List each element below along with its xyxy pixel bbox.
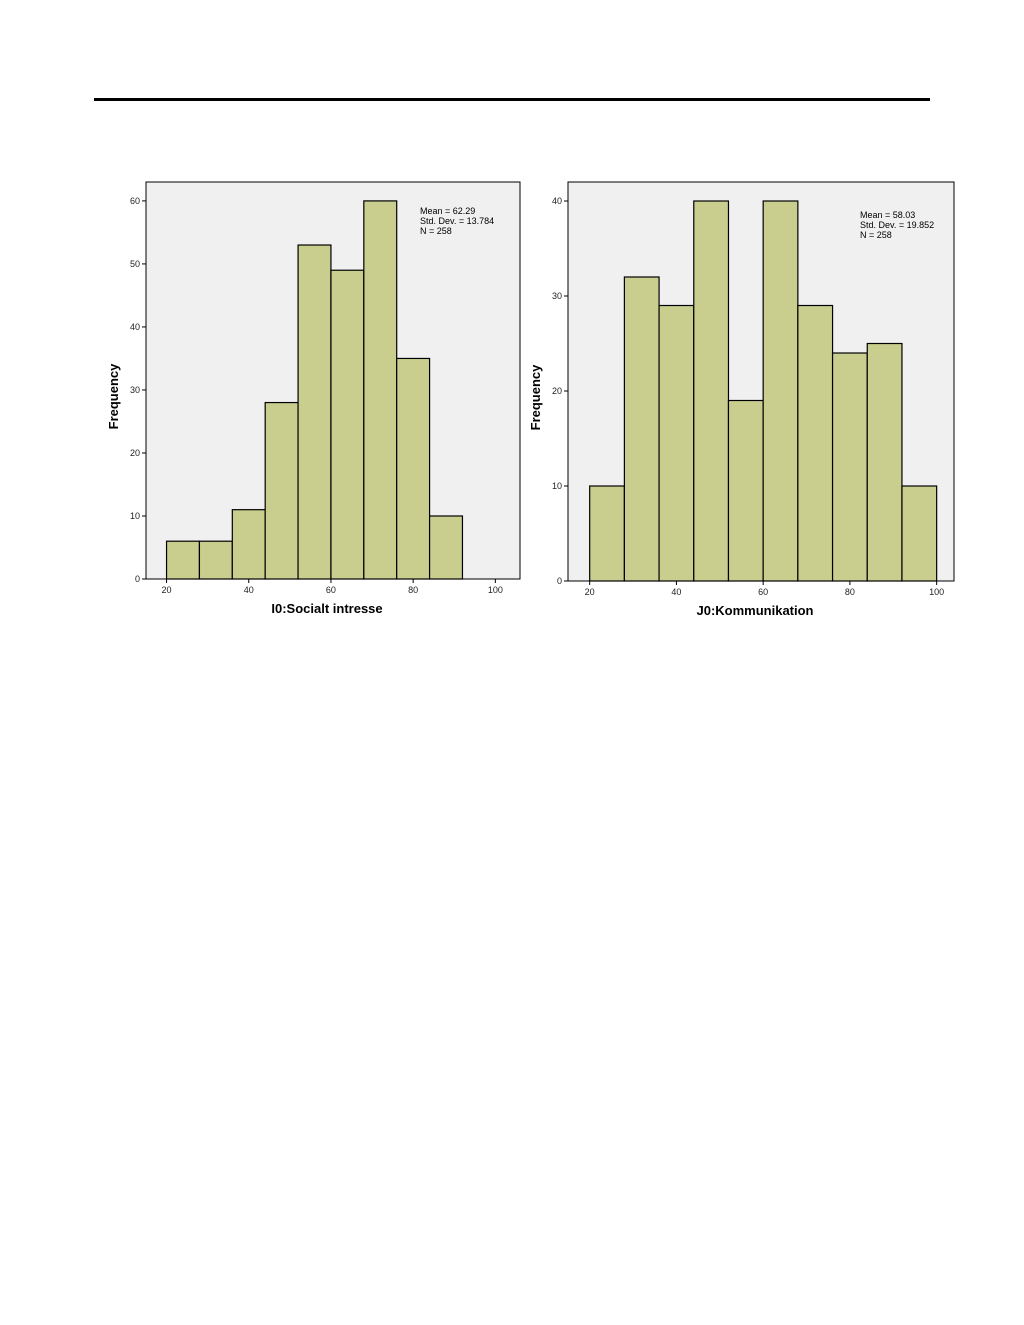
header-rule bbox=[94, 98, 930, 101]
y-tick-label: 20 bbox=[130, 448, 140, 458]
x-tick-label: 100 bbox=[929, 587, 944, 597]
histogram-bar bbox=[264, 401, 299, 580]
stats-line: N = 258 bbox=[860, 230, 892, 240]
histogram-bar bbox=[901, 485, 938, 582]
histogram-bar bbox=[623, 276, 660, 582]
histogram-bar bbox=[330, 269, 365, 580]
histogram-bar bbox=[428, 515, 464, 580]
histogram-socialt-intresse: 0 10 20 30 40 50 60 20 40 60 80 100 I0:Socialt intre… bbox=[106, 181, 521, 616]
x-tick-label: 20 bbox=[585, 587, 595, 597]
y-axis-label: Frequency bbox=[530, 364, 543, 431]
x-tick-label: 20 bbox=[162, 585, 172, 595]
histogram-bar bbox=[693, 200, 730, 582]
y-tick-label: 40 bbox=[552, 196, 562, 206]
x-axis-label: I0:Socialt intresse bbox=[271, 601, 382, 616]
x-tick-label: 80 bbox=[845, 587, 855, 597]
y-tick-label: 10 bbox=[130, 511, 140, 521]
x-tick-label: 80 bbox=[408, 585, 418, 595]
stats-line: Std. Dev. = 19.852 bbox=[860, 220, 934, 230]
histogram-bar bbox=[589, 485, 625, 582]
histogram-bar bbox=[831, 352, 868, 582]
x-tick-label: 40 bbox=[244, 585, 254, 595]
y-tick-label: 50 bbox=[130, 259, 140, 269]
y-tick-label: 40 bbox=[130, 322, 140, 332]
histogram-bar bbox=[363, 200, 398, 580]
y-tick-label: 20 bbox=[552, 386, 562, 396]
histogram-bar bbox=[198, 540, 233, 580]
histogram-bar bbox=[297, 244, 332, 580]
y-tick-label: 10 bbox=[552, 481, 562, 491]
stats-line: Mean = 62.29 bbox=[420, 206, 475, 216]
x-axis-label: J0:Kommunikation bbox=[696, 603, 813, 618]
stats-line: N = 258 bbox=[420, 226, 452, 236]
histogram-bar bbox=[231, 509, 266, 580]
histogram-kommunikation: 0 10 20 30 40 20 40 60 80 100 J0:Kommunikation Freq… bbox=[530, 181, 955, 618]
histogram-bar bbox=[165, 540, 201, 580]
y-axis-label: Frequency bbox=[106, 363, 121, 430]
histogram-bar bbox=[396, 357, 431, 580]
x-tick-label: 60 bbox=[758, 587, 768, 597]
x-tick-label: 60 bbox=[326, 585, 336, 595]
histogram-bar bbox=[797, 304, 834, 582]
histogram-bar bbox=[762, 200, 799, 582]
x-tick-label: 40 bbox=[671, 587, 681, 597]
y-tick-label: 0 bbox=[135, 574, 140, 584]
y-tick-label: 30 bbox=[130, 385, 140, 395]
histogram-bar bbox=[866, 342, 903, 582]
histogram-bar bbox=[658, 304, 695, 582]
y-tick-label: 0 bbox=[557, 576, 562, 586]
y-tick-label: 60 bbox=[130, 196, 140, 206]
y-tick-label: 30 bbox=[552, 291, 562, 301]
stats-line: Mean = 58.03 bbox=[860, 210, 915, 220]
stats-line: Std. Dev. = 13.784 bbox=[420, 216, 494, 226]
histogram-bar bbox=[727, 399, 764, 582]
x-tick-label: 100 bbox=[488, 585, 503, 595]
